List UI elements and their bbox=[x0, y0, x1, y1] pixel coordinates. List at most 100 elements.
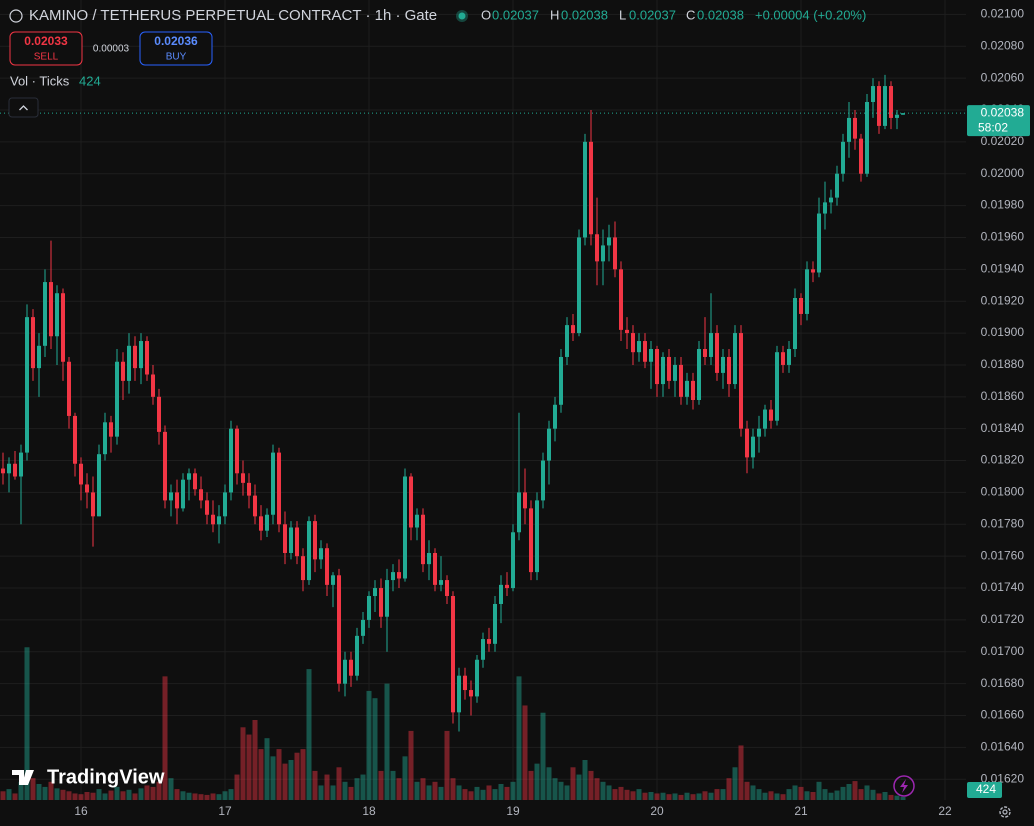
volume-bar bbox=[876, 793, 882, 800]
volume-bar bbox=[672, 793, 678, 800]
volume-bar bbox=[768, 791, 774, 800]
alert-icon[interactable] bbox=[893, 775, 915, 797]
candle-body bbox=[79, 463, 83, 485]
y-tick-label: 0.01880 bbox=[981, 357, 1025, 371]
settings-icon-center bbox=[1002, 809, 1008, 815]
volume-bar bbox=[546, 767, 552, 800]
y-tick-label: 0.01920 bbox=[981, 293, 1025, 307]
candle-body bbox=[187, 473, 191, 480]
candle-body bbox=[475, 659, 479, 697]
sell-button[interactable]: 0.02033 SELL bbox=[9, 31, 83, 66]
volume-bar bbox=[0, 791, 6, 800]
candle-body bbox=[1, 468, 5, 474]
ohlc-value: 0.02037 bbox=[629, 7, 676, 22]
candle-body bbox=[547, 428, 551, 461]
candle-body bbox=[751, 436, 755, 458]
collapse-box[interactable] bbox=[8, 97, 39, 118]
volume-bar bbox=[588, 770, 594, 800]
candle-body bbox=[463, 675, 467, 691]
volume-bar bbox=[126, 789, 132, 800]
candle-body bbox=[439, 580, 443, 585]
volume-bar bbox=[468, 791, 474, 800]
watermark: TradingView bbox=[12, 766, 165, 788]
candle-body bbox=[619, 269, 623, 330]
volume-bar bbox=[396, 778, 402, 800]
volume-bar bbox=[246, 734, 252, 800]
volume-bar bbox=[42, 786, 48, 800]
candle-body bbox=[253, 495, 257, 517]
ohlc-label: O bbox=[481, 7, 491, 22]
volume-bar bbox=[342, 781, 348, 800]
candle-body bbox=[859, 138, 863, 174]
candle-body bbox=[295, 527, 299, 557]
volume-bar bbox=[870, 789, 876, 800]
candle-body bbox=[385, 580, 389, 617]
ohlc-value: 0.02038 bbox=[697, 7, 744, 22]
volume-bar bbox=[552, 778, 558, 800]
volume-layer bbox=[0, 647, 906, 800]
y-tick-label: 0.01720 bbox=[981, 612, 1025, 626]
candle-body bbox=[43, 282, 47, 346]
candle-body bbox=[835, 173, 839, 198]
buy-box[interactable] bbox=[139, 31, 213, 66]
volume-bar bbox=[606, 785, 612, 800]
sell-box[interactable] bbox=[9, 31, 83, 66]
candle-layer bbox=[1, 74, 905, 732]
volume-bar bbox=[480, 789, 486, 800]
candle-body bbox=[697, 349, 701, 400]
volume-bar bbox=[900, 796, 906, 800]
candle-body bbox=[115, 361, 119, 437]
volume-bar bbox=[558, 781, 564, 800]
settings-button[interactable] bbox=[999, 806, 1011, 818]
x-tick-label: 17 bbox=[218, 804, 232, 818]
volume-bar bbox=[282, 763, 288, 800]
volume-bar bbox=[108, 790, 114, 800]
volume-bar bbox=[324, 774, 330, 800]
y-tick-label: 0.01860 bbox=[981, 389, 1025, 403]
volume-bar bbox=[258, 749, 264, 800]
candle-body bbox=[73, 415, 77, 464]
volume-bar bbox=[864, 785, 870, 800]
volume-bar bbox=[444, 730, 450, 800]
candle-body bbox=[91, 492, 95, 517]
symbol-icon bbox=[9, 9, 23, 23]
candle-body bbox=[607, 237, 611, 246]
candle-body bbox=[487, 639, 491, 644]
volume-bar bbox=[498, 784, 504, 800]
volume-bar bbox=[132, 793, 138, 800]
candle-body bbox=[841, 141, 845, 174]
ohlc-label: C bbox=[686, 7, 695, 22]
volume-bar bbox=[54, 788, 60, 800]
volume-bar bbox=[726, 778, 732, 800]
candle-body bbox=[451, 596, 455, 713]
settings-icon[interactable] bbox=[999, 806, 1011, 818]
volume-bar bbox=[78, 794, 84, 800]
candle-body bbox=[715, 333, 719, 373]
volume-bar bbox=[618, 786, 624, 800]
candle-body bbox=[349, 659, 353, 676]
x-tick-label: 22 bbox=[938, 804, 952, 818]
candle-body bbox=[559, 356, 563, 405]
ohlc-value: 0.02037 bbox=[492, 7, 539, 22]
candle-body bbox=[331, 575, 335, 585]
ohlc-value: 0.02038 bbox=[561, 7, 608, 22]
volume-bar bbox=[828, 792, 834, 800]
x-tick-label: 19 bbox=[506, 804, 520, 818]
buy-button[interactable]: 0.02036 BUY bbox=[139, 31, 213, 66]
volume-bar bbox=[204, 794, 210, 800]
collapse-button[interactable] bbox=[8, 97, 39, 118]
candle-body bbox=[163, 431, 167, 501]
volume-bar bbox=[234, 774, 240, 800]
candle-body bbox=[577, 237, 581, 334]
volume-bar bbox=[96, 789, 102, 800]
volume-bar bbox=[732, 767, 738, 800]
volume-bar bbox=[192, 793, 198, 800]
candle-body bbox=[409, 476, 413, 528]
volume-bar bbox=[378, 770, 384, 800]
x-tick-label: 20 bbox=[650, 804, 664, 818]
candle-body bbox=[85, 484, 89, 493]
volume-bar bbox=[720, 789, 726, 800]
volume-bar bbox=[804, 791, 810, 800]
volume-bar bbox=[624, 789, 630, 800]
candle-body bbox=[301, 556, 305, 581]
